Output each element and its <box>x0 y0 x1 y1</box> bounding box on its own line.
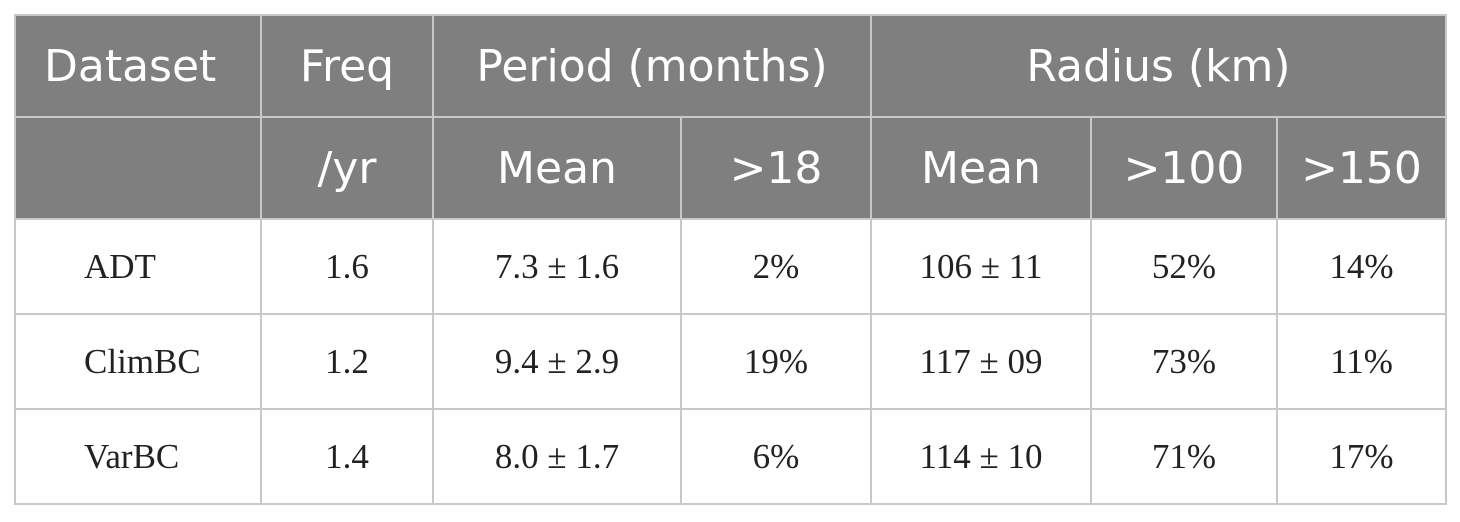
cell-period-mean: 8.0 ± 1.7 <box>432 408 682 505</box>
table-row: VarBC 1.4 8.0 ± 1.7 6% 114 ± 10 71% 17% <box>14 408 1447 505</box>
cell-period-mean: 7.3 ± 1.6 <box>432 218 682 315</box>
cell-radius-mean: 106 ± 11 <box>870 218 1092 315</box>
table-row: ClimBC 1.2 9.4 ± 2.9 19% 117 ± 09 73% 11… <box>14 313 1447 410</box>
cell-period-gt18: 2% <box>680 218 872 315</box>
cell-radius-gt150: 14% <box>1276 218 1447 315</box>
cell-period-mean: 9.4 ± 2.9 <box>432 313 682 410</box>
cell-radius-gt100: 52% <box>1090 218 1278 315</box>
header-row-1: Dataset Freq Period (months) Radius (km) <box>14 14 1447 118</box>
header-freq: Freq <box>260 14 434 118</box>
header-row-2: /yr Mean >18 Mean >100 >150 <box>14 116 1447 220</box>
header-dataset: Dataset <box>14 14 262 118</box>
table-body: ADT 1.6 7.3 ± 1.6 2% 106 ± 11 52% 14% Cl… <box>14 218 1447 505</box>
header-period-mean: Mean <box>432 116 682 220</box>
cell-radius-gt100: 73% <box>1090 313 1278 410</box>
cell-freq: 1.6 <box>260 218 434 315</box>
cell-radius-mean: 117 ± 09 <box>870 313 1092 410</box>
header-period-gt18: >18 <box>680 116 872 220</box>
table-header: Dataset Freq Period (months) Radius (km)… <box>14 14 1447 220</box>
cell-freq: 1.4 <box>260 408 434 505</box>
header-radius-mean: Mean <box>870 116 1092 220</box>
header-radius-gt100: >100 <box>1090 116 1278 220</box>
cell-radius-gt150: 17% <box>1276 408 1447 505</box>
cell-dataset: VarBC <box>14 408 262 505</box>
header-freq-unit: /yr <box>260 116 434 220</box>
cell-freq: 1.2 <box>260 313 434 410</box>
header-dataset-blank <box>14 116 262 220</box>
cell-radius-gt150: 11% <box>1276 313 1447 410</box>
cell-period-gt18: 19% <box>680 313 872 410</box>
header-period: Period (months) <box>432 14 872 118</box>
table-row: ADT 1.6 7.3 ± 1.6 2% 106 ± 11 52% 14% <box>14 218 1447 315</box>
cell-radius-gt100: 71% <box>1090 408 1278 505</box>
cell-dataset: ADT <box>14 218 262 315</box>
header-radius: Radius (km) <box>870 14 1447 118</box>
data-table: Dataset Freq Period (months) Radius (km)… <box>14 14 1447 505</box>
header-radius-gt150: >150 <box>1276 116 1447 220</box>
cell-radius-mean: 114 ± 10 <box>870 408 1092 505</box>
cell-period-gt18: 6% <box>680 408 872 505</box>
cell-dataset: ClimBC <box>14 313 262 410</box>
